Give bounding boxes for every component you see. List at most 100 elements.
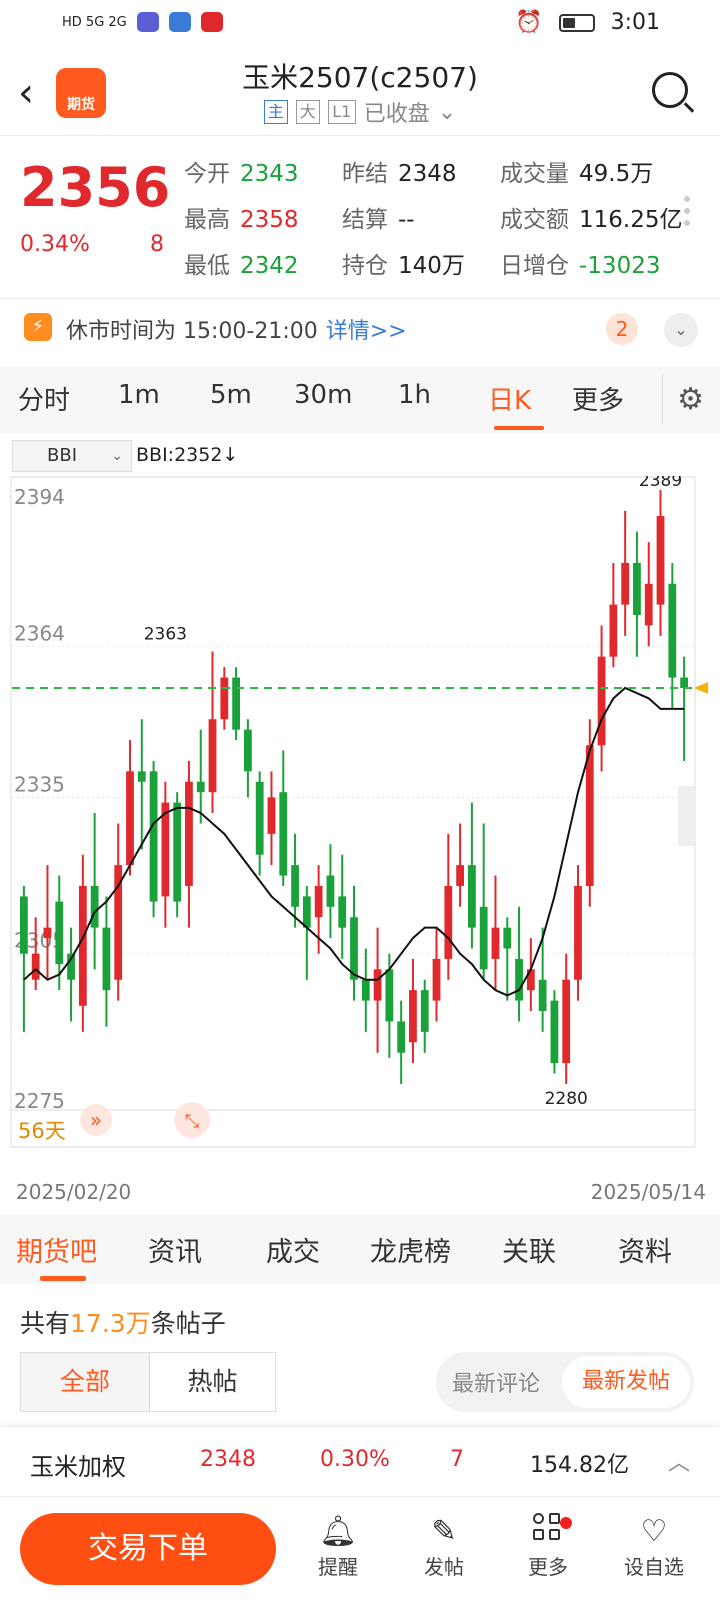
bottom-nav: 交易下单 🔔︎ 提醒 ✎ 发帖 更多 ♡ 设自选 xyxy=(0,1496,720,1600)
nav-watchlist[interactable]: ♡ 设自选 xyxy=(614,1513,694,1580)
candle-body xyxy=(255,781,264,855)
trade-order-button[interactable]: 交易下单 xyxy=(20,1513,276,1585)
gear-icon[interactable]: ⚙ xyxy=(677,382,704,417)
status-time: 3:01 xyxy=(610,10,660,35)
candle-body xyxy=(609,604,618,657)
change-percent: 0.34% xyxy=(20,232,90,257)
candle-body xyxy=(503,927,512,949)
notice-text: 休市时间为 15:00-21:00 详情>> xyxy=(66,319,407,344)
sort-latest-post[interactable]: 最新发帖 xyxy=(562,1356,690,1408)
app-logo[interactable]: 期货 xyxy=(56,68,106,118)
post-count: 共有17.3万条帖子 xyxy=(20,1309,226,1338)
last-price: 2356 xyxy=(20,156,171,219)
candle-body xyxy=(550,1000,559,1064)
nav-more[interactable]: 更多 xyxy=(508,1513,588,1580)
active-tab-underline xyxy=(40,1276,86,1281)
quote-high: 最高 2358 xyxy=(184,207,299,233)
y-tick-label: 2335 xyxy=(14,772,65,796)
indicator-select[interactable]: BBI ⌄ xyxy=(12,440,132,472)
candle-body xyxy=(397,1021,406,1053)
message-notification-icon xyxy=(168,12,191,32)
days-label: 56天 xyxy=(18,1119,66,1143)
candle-body xyxy=(302,896,311,928)
tag-l1: L1 xyxy=(327,100,356,124)
tab-daily-k[interactable]: 日K xyxy=(488,386,532,416)
filter-hot[interactable]: 热帖 xyxy=(149,1353,275,1411)
tab-timeshare[interactable]: 分时 xyxy=(18,386,71,416)
tab-1h[interactable]: 1h xyxy=(398,380,432,410)
candle-body xyxy=(244,729,252,772)
candle-body xyxy=(196,781,205,793)
date-end: 2025/05/14 xyxy=(590,1180,706,1204)
quote-settle: 结算 -- xyxy=(342,207,415,233)
expand-glyph: ⤡ xyxy=(185,1111,199,1132)
candle-body xyxy=(126,771,134,866)
contract-subtitle[interactable]: 主 大 L1 已收盘 ⌄ xyxy=(0,96,720,128)
tab-news[interactable]: 资讯 xyxy=(148,1237,202,1268)
candle-body xyxy=(90,885,99,928)
candle-body xyxy=(20,896,28,954)
candle-body xyxy=(220,677,229,720)
active-tab-underline xyxy=(494,426,544,430)
chevron-up-icon[interactable]: ︿ xyxy=(667,1451,690,1476)
related-change: 7 xyxy=(450,1447,464,1472)
tab-more[interactable]: 更多 xyxy=(572,386,625,416)
search-icon[interactable] xyxy=(652,72,688,108)
trading-notice: ⚡ 休市时间为 15:00-21:00 详情>> 2 ⌄ xyxy=(0,298,720,360)
quote-turnover: 成交额 116.25亿 xyxy=(500,207,683,233)
alarm-icon: ⏰ xyxy=(515,10,543,35)
chevron-down-icon[interactable]: ⌄ xyxy=(664,313,698,347)
candle-body xyxy=(621,562,630,605)
filter-all[interactable]: 全部 xyxy=(21,1353,149,1411)
candle-body xyxy=(232,677,240,730)
candle-body xyxy=(420,990,429,1032)
tab-divider xyxy=(662,374,663,424)
notice-count-badge[interactable]: 2 xyxy=(606,313,638,345)
candle-body xyxy=(161,802,170,897)
nav-remind[interactable]: 🔔︎ 提醒 xyxy=(298,1513,378,1580)
candle-body xyxy=(267,797,276,834)
quote-oi-change: 日增仓 -13023 xyxy=(500,253,661,279)
fast-forward-icon xyxy=(80,1104,112,1136)
mail-notification-icon xyxy=(200,12,223,32)
tab-related[interactable]: 关联 xyxy=(502,1237,556,1268)
related-turnover: 154.82亿 xyxy=(530,1453,629,1478)
post-filter: 全部 热帖 xyxy=(20,1352,276,1412)
candle-body xyxy=(432,958,441,1001)
sort-latest-comment[interactable]: 最新评论 xyxy=(452,1372,541,1397)
high-annotation: 2363 xyxy=(144,625,187,645)
nav-post[interactable]: ✎ 发帖 xyxy=(404,1513,484,1580)
candle-body xyxy=(338,896,347,928)
candle-body xyxy=(668,583,677,678)
tab-trades[interactable]: 成交 xyxy=(266,1237,320,1268)
candle-body xyxy=(350,917,358,980)
period-tabs: 分时 1m 5m 30m 1h 日K 更多 ⚙ xyxy=(0,366,720,434)
chevron-down-icon: ⌄ xyxy=(111,448,123,464)
related-contract-bar[interactable]: 玉米加权 2348 0.30% 7 154.82亿 ︿ xyxy=(0,1426,720,1496)
candle-body xyxy=(491,927,500,959)
tab-5m[interactable]: 5m xyxy=(210,380,252,410)
current-price-marker xyxy=(694,681,708,694)
notification-dot xyxy=(560,1517,572,1529)
tab-30m[interactable]: 30m xyxy=(294,380,353,410)
tab-1m[interactable]: 1m xyxy=(118,380,160,410)
candle-body xyxy=(373,969,382,1001)
page-title: 玉米2507(c2507) xyxy=(242,61,478,94)
candle-body xyxy=(526,969,535,991)
back-arrow-icon[interactable]: ‹ xyxy=(18,70,34,116)
tag-main: 主 xyxy=(263,100,288,124)
candle-body xyxy=(185,781,193,886)
tab-forum[interactable]: 期货吧 xyxy=(16,1237,97,1268)
side-collapse-handle xyxy=(678,786,694,846)
candle-body xyxy=(479,906,488,970)
candle-body xyxy=(31,953,40,980)
more-quote-handle[interactable] xyxy=(684,196,690,232)
grid-icon xyxy=(508,1513,588,1551)
post-sort: 最新评论 最新发帖 xyxy=(436,1352,694,1412)
candle-body xyxy=(314,885,323,918)
tab-ranking[interactable]: 龙虎榜 xyxy=(370,1237,451,1268)
tab-info[interactable]: 资料 xyxy=(618,1237,672,1268)
notice-details-link[interactable]: 详情>> xyxy=(325,319,407,344)
candle-body xyxy=(574,885,582,980)
